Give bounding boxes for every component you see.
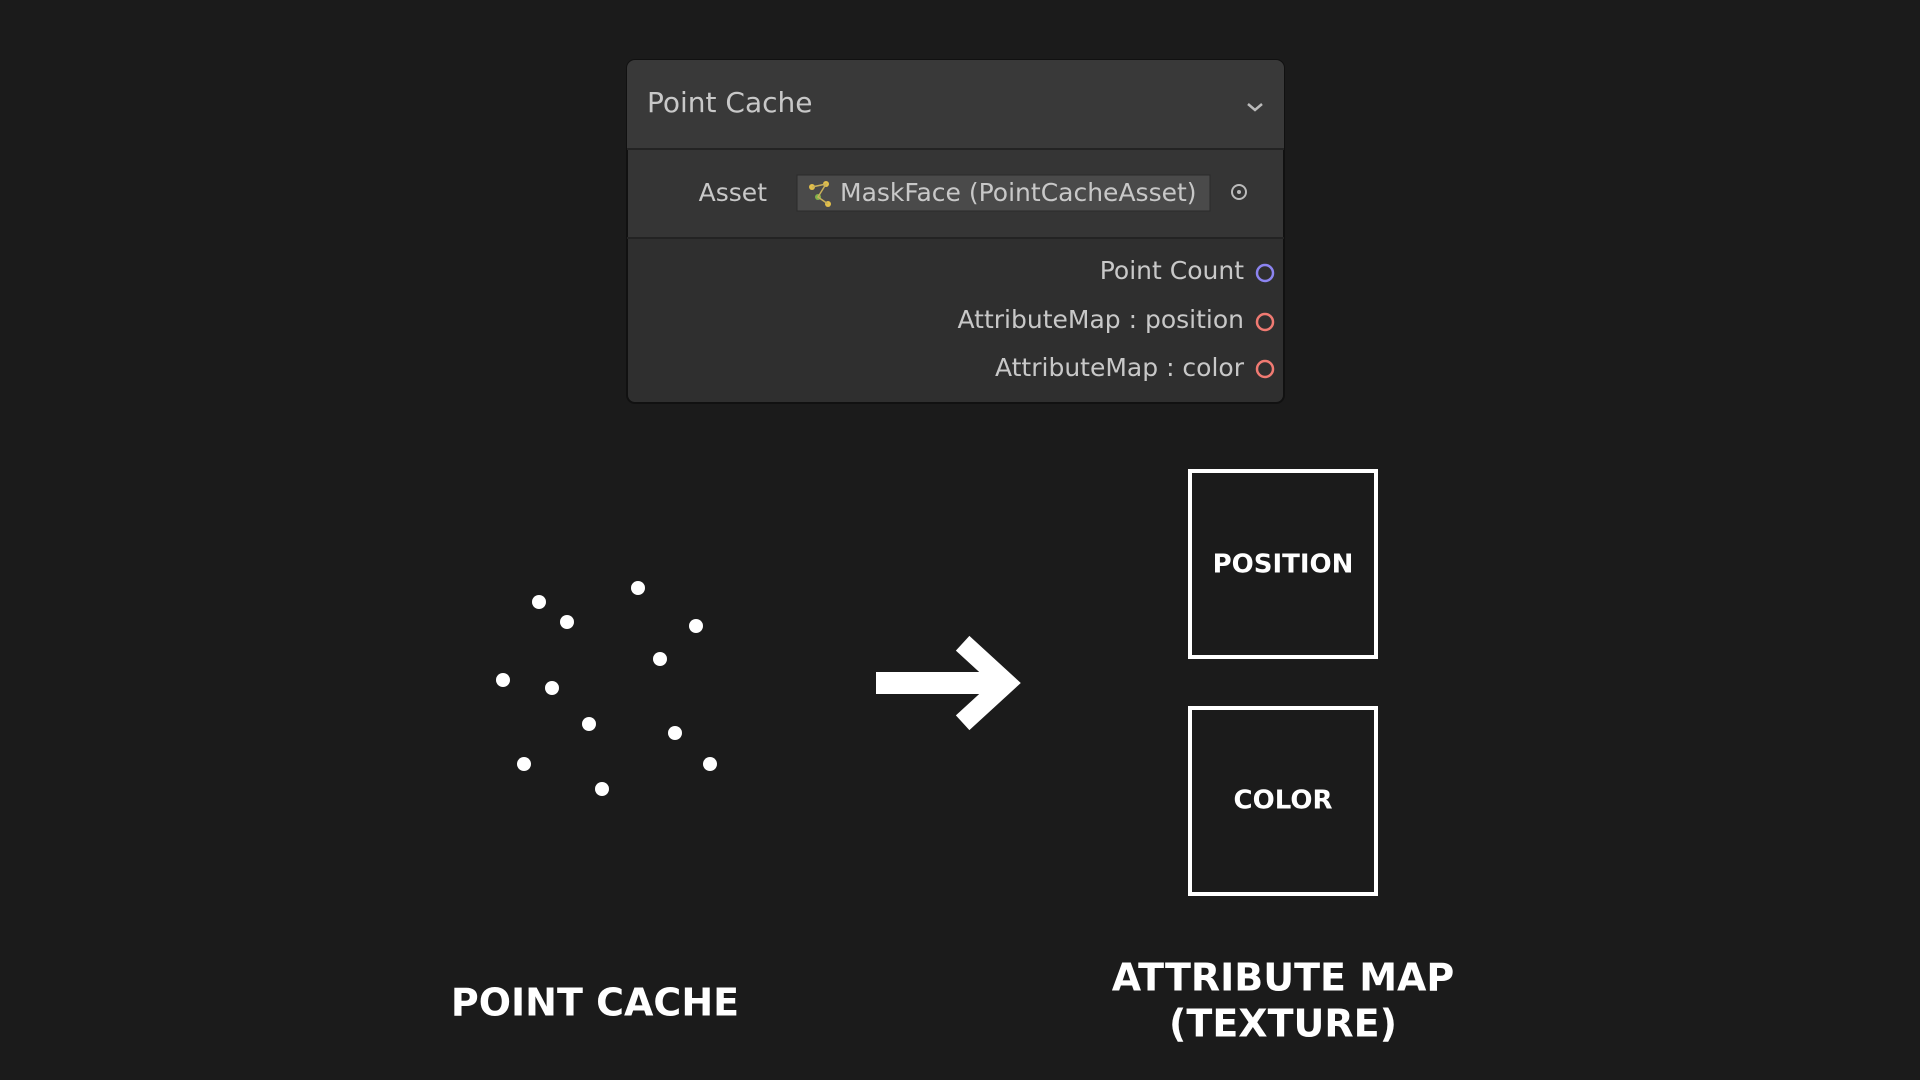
node-header xyxy=(627,60,1284,149)
node-title: Point Cache xyxy=(647,86,813,119)
asset-field[interactable] xyxy=(796,174,1211,212)
texture-box xyxy=(1188,706,1378,896)
box-label: POSITION xyxy=(1213,550,1354,580)
caption: POINT CACHE xyxy=(451,981,739,1025)
asset-icon xyxy=(809,181,831,207)
output-label: AttributeMap : color xyxy=(995,353,1245,382)
node-panel: Point Cache Asset MaskFace (PointCacheAs… xyxy=(626,59,1285,404)
output-label: AttributeMap : position xyxy=(958,305,1245,334)
caption: (TEXTURE) xyxy=(1169,1002,1397,1046)
texture-box xyxy=(1188,469,1378,659)
collapse-chevron[interactable] xyxy=(1247,103,1263,112)
output-port[interactable] xyxy=(1255,359,1275,379)
asset-label: Asset xyxy=(699,178,768,207)
output-port[interactable] xyxy=(1255,312,1275,332)
box-label: COLOR xyxy=(1234,786,1333,816)
point-cloud xyxy=(496,581,717,796)
output-port[interactable] xyxy=(1255,263,1275,283)
arrow xyxy=(876,635,1021,731)
output-label: Point Count xyxy=(1100,256,1244,285)
object-picker[interactable] xyxy=(1231,184,1247,200)
caption: ATTRIBUTE MAP xyxy=(1112,956,1455,1000)
asset-value: MaskFace (PointCacheAsset) xyxy=(840,178,1197,207)
